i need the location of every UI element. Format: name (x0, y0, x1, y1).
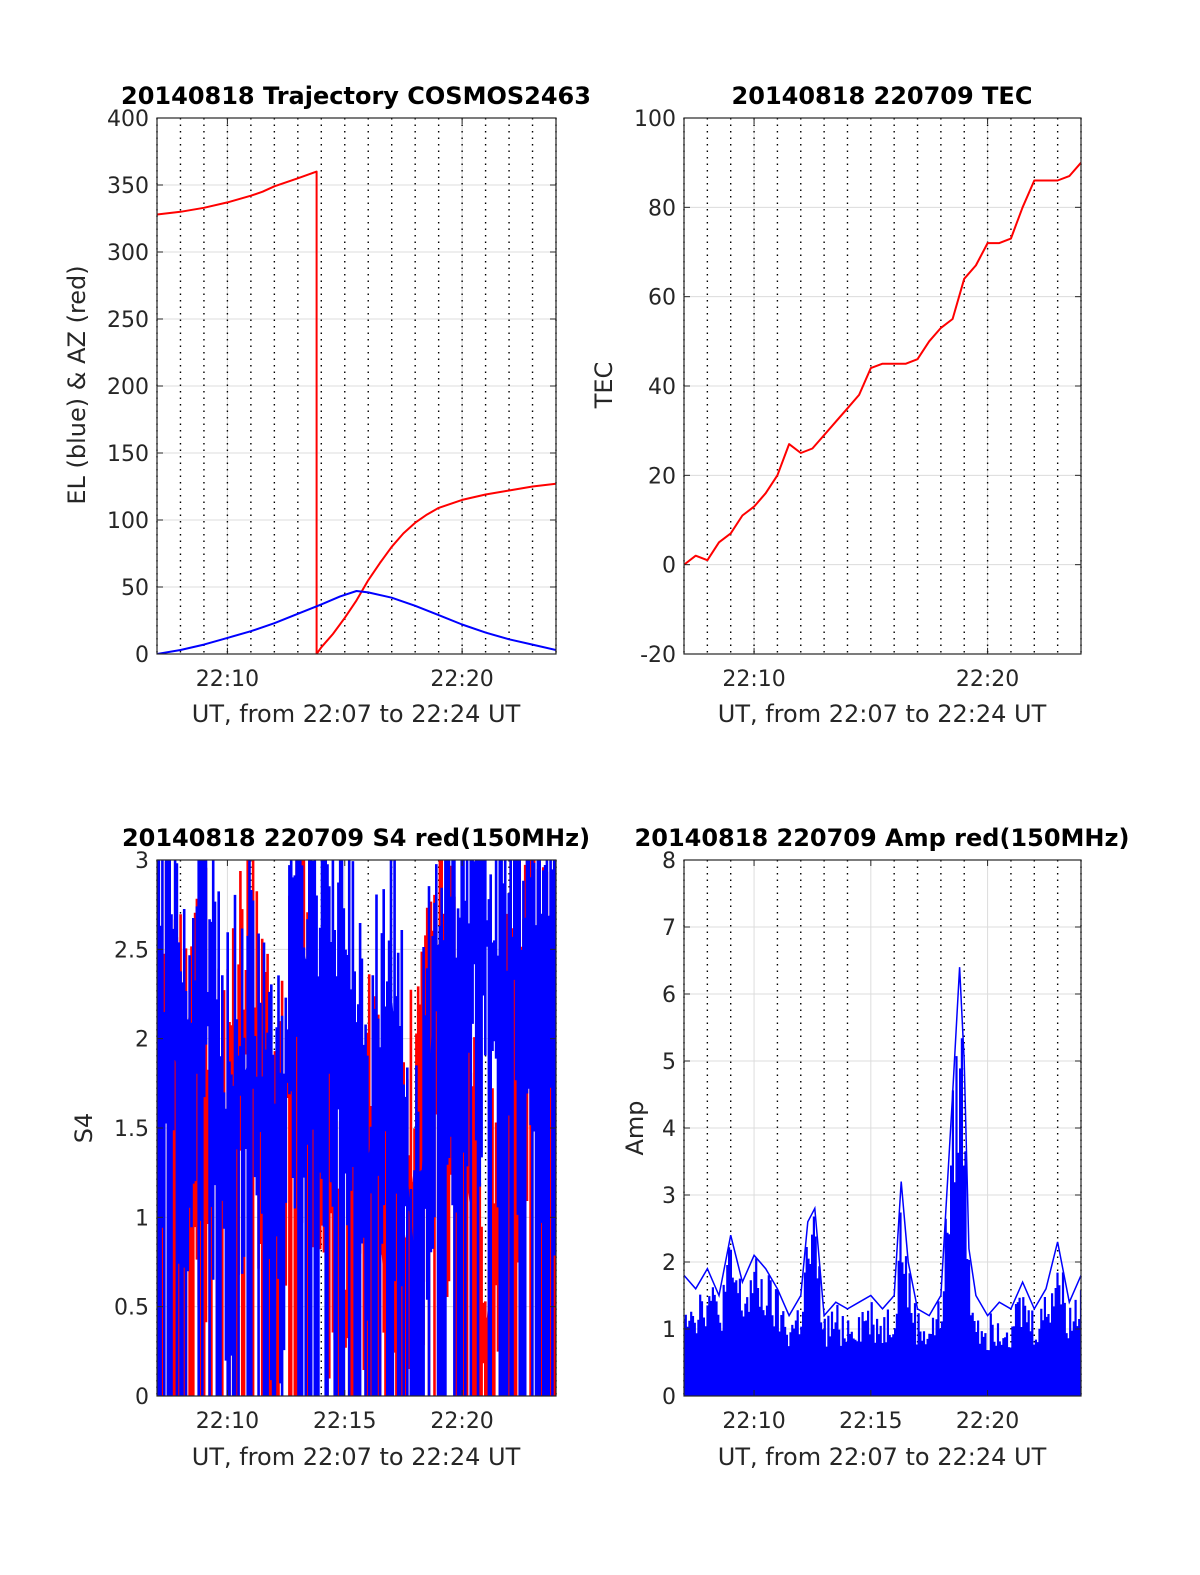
amp-xtick-label: 22:20 (956, 1409, 1019, 1434)
s4-ytick-label: 2 (135, 1028, 149, 1053)
amp-series (684, 967, 1081, 1396)
trajectory-panel: 0 50 100 150 200 250 300 350 400 22:10 22:20 20140… (63, 82, 591, 728)
amp-xtick-label: 22:15 (839, 1409, 902, 1434)
tec-ytick-label: 80 (648, 196, 676, 221)
s4-ylabel: S4 (70, 1113, 98, 1144)
tec-title: 20140818 220709 TEC (732, 82, 1033, 110)
tec-series-line (684, 162, 1081, 566)
trajectory-ytick-label: 150 (107, 442, 149, 467)
amp-ytick-label: 4 (662, 1117, 676, 1142)
trajectory-xtick-label: 22:10 (196, 667, 259, 692)
tec-ytick-label: 60 (648, 286, 676, 311)
trajectory-xtick-label: 22:20 (430, 667, 493, 692)
tec-panel: -20 0 20 40 60 80 100 22:10 22:20 20140818 22070… (590, 82, 1082, 728)
amp-ytick-label: 0 (662, 1385, 676, 1410)
tec-ytick-label: -20 (640, 643, 676, 668)
trajectory-xlabel: UT, from 22:07 to 22:24 UT (192, 700, 521, 728)
s4-series (157, 860, 556, 1396)
s4-series-envelope (157, 929, 556, 1271)
tec-ylabel: TEC (590, 362, 618, 410)
amp-ytick-label: 1 (662, 1318, 676, 1343)
amp-title: 20140818 220709 Amp red(150MHz) (635, 824, 1130, 852)
amp-ytick-label: 3 (662, 1184, 676, 1209)
s4-xtick-label: 22:15 (313, 1409, 376, 1434)
amp-series-envelope (684, 967, 1081, 1318)
trajectory-ytick-label: 300 (107, 241, 149, 266)
tec-xtick-label: 22:10 (722, 667, 785, 692)
tec-grid (683, 117, 1082, 655)
s4-ytick-label: 2.5 (114, 938, 149, 963)
s4-ticks: 0 0.5 1 1.5 2 2.5 3 22:10 22:15 22:20 (114, 849, 556, 1434)
s4-panel: 0 0.5 1 1.5 2 2.5 3 22:10 22:15 22:20 20140818 22… (70, 824, 590, 1471)
s4-title: 20140818 220709 S4 red(150MHz) (122, 824, 590, 852)
amp-xlabel: UT, from 22:07 to 22:24 UT (718, 1443, 1047, 1471)
trajectory-ytick-label: 0 (135, 643, 149, 668)
trajectory-series-line (157, 170, 556, 654)
tec-ytick-label: 100 (634, 107, 676, 132)
trajectory-series-line (157, 590, 556, 654)
amp-ticks: 0 1 2 3 4 5 6 7 8 22:10 22:15 22:20 (662, 849, 1081, 1434)
amp-ylabel: Amp (621, 1100, 649, 1155)
tec-ytick-label: 0 (662, 554, 676, 579)
trajectory-ytick-label: 50 (121, 576, 149, 601)
amp-xtick-label: 22:10 (722, 1409, 785, 1434)
trajectory-series (157, 170, 556, 654)
tec-ytick-label: 40 (648, 375, 676, 400)
trajectory-ytick-label: 250 (107, 308, 149, 333)
s4-xtick-label: 22:10 (196, 1409, 259, 1434)
tec-ytick-label: 20 (648, 464, 676, 489)
trajectory-ytick-label: 200 (107, 375, 149, 400)
trajectory-ylabel: EL (blue) & AZ (red) (63, 265, 91, 504)
trajectory-ticks: 0 50 100 150 200 250 300 350 400 22:10 22:20 (107, 107, 556, 692)
amp-ytick-label: 2 (662, 1251, 676, 1276)
s4-ytick-label: 1 (135, 1206, 149, 1231)
amp-series-line (684, 1038, 1081, 1396)
tec-xlabel: UT, from 22:07 to 22:24 UT (718, 700, 1047, 728)
amp-panel: 0 1 2 3 4 5 6 7 8 22:10 22:15 22:20 20140818 220709… (621, 824, 1129, 1471)
tec-series (684, 162, 1081, 566)
trajectory-ytick-label: 350 (107, 174, 149, 199)
amp-ytick-label: 5 (662, 1050, 676, 1075)
s4-ytick-label: 3 (135, 849, 149, 874)
amp-ytick-label: 8 (662, 849, 676, 874)
trajectory-title: 20140818 Trajectory COSMOS2463 (121, 82, 591, 110)
s4-ytick-label: 1.5 (114, 1117, 149, 1142)
tec-ticks: -20 0 20 40 60 80 100 22:10 22:20 (634, 107, 1081, 692)
s4-ytick-label: 0.5 (114, 1296, 149, 1321)
s4-xlabel: UT, from 22:07 to 22:24 UT (192, 1443, 521, 1471)
amp-ytick-label: 7 (662, 916, 676, 941)
s4-ytick-label: 0 (135, 1385, 149, 1410)
tec-xtick-label: 22:20 (956, 667, 1019, 692)
s4-xtick-label: 22:20 (430, 1409, 493, 1434)
amp-ytick-label: 6 (662, 983, 676, 1008)
trajectory-ytick-label: 100 (107, 509, 149, 534)
trajectory-ytick-label: 400 (107, 107, 149, 132)
